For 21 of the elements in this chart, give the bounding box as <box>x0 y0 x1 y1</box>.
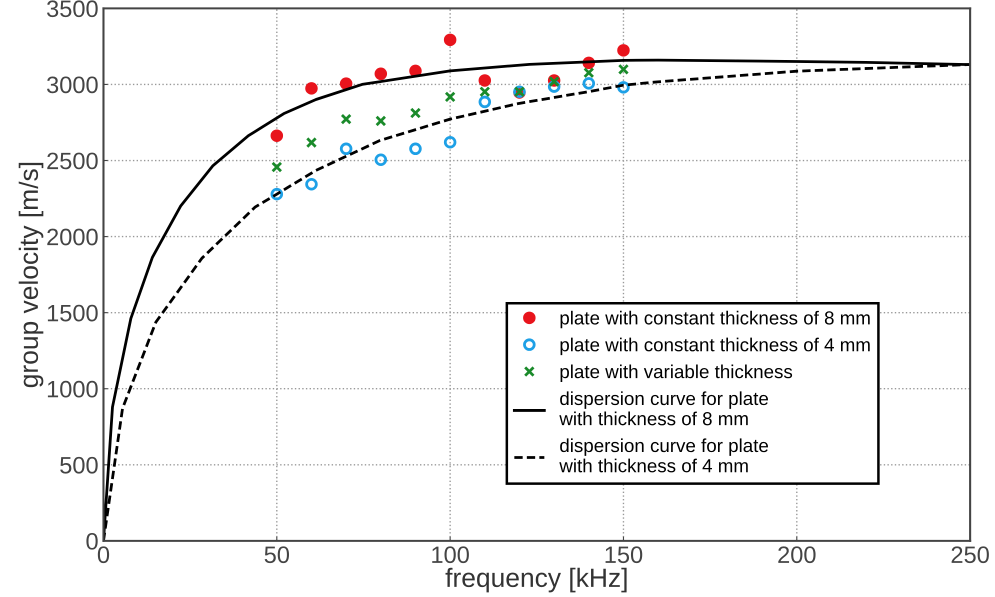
legend-label: plate with constant thickness of 4 mm <box>560 338 870 356</box>
x-tick-label: 150 <box>606 546 642 564</box>
y-axis-title: group velocity [m/s] <box>18 162 44 388</box>
x-tick-label: 250 <box>952 546 989 564</box>
legend-label: plate with variable thickness <box>560 364 792 382</box>
legend-label: plate with constant thickness of 8 mm <box>560 310 870 328</box>
legend-label: dispersion curve for plate with thickness of 4 mm <box>559 438 768 472</box>
y-tick-label: 1500 <box>48 304 98 322</box>
y-tick-label: 3500 <box>47 0 98 18</box>
y-tick-label: 1000 <box>48 380 98 398</box>
y-tick-label: 2500 <box>47 152 98 170</box>
x-tick-label: 200 <box>778 546 816 564</box>
x-tick-label: 0 <box>98 546 110 564</box>
x-tick-label: 100 <box>432 546 469 564</box>
y-tick-label: 0 <box>86 532 98 550</box>
y-tick-label: 2000 <box>47 228 98 246</box>
y-tick-label: 500 <box>60 456 98 474</box>
x-axis-title: frequency [kHz] <box>446 568 627 592</box>
legend-label: dispersion curve for plate with thickness of 8 mm <box>559 391 768 426</box>
y-tick-label: 3000 <box>47 76 98 94</box>
x-tick-label: 50 <box>264 546 290 564</box>
